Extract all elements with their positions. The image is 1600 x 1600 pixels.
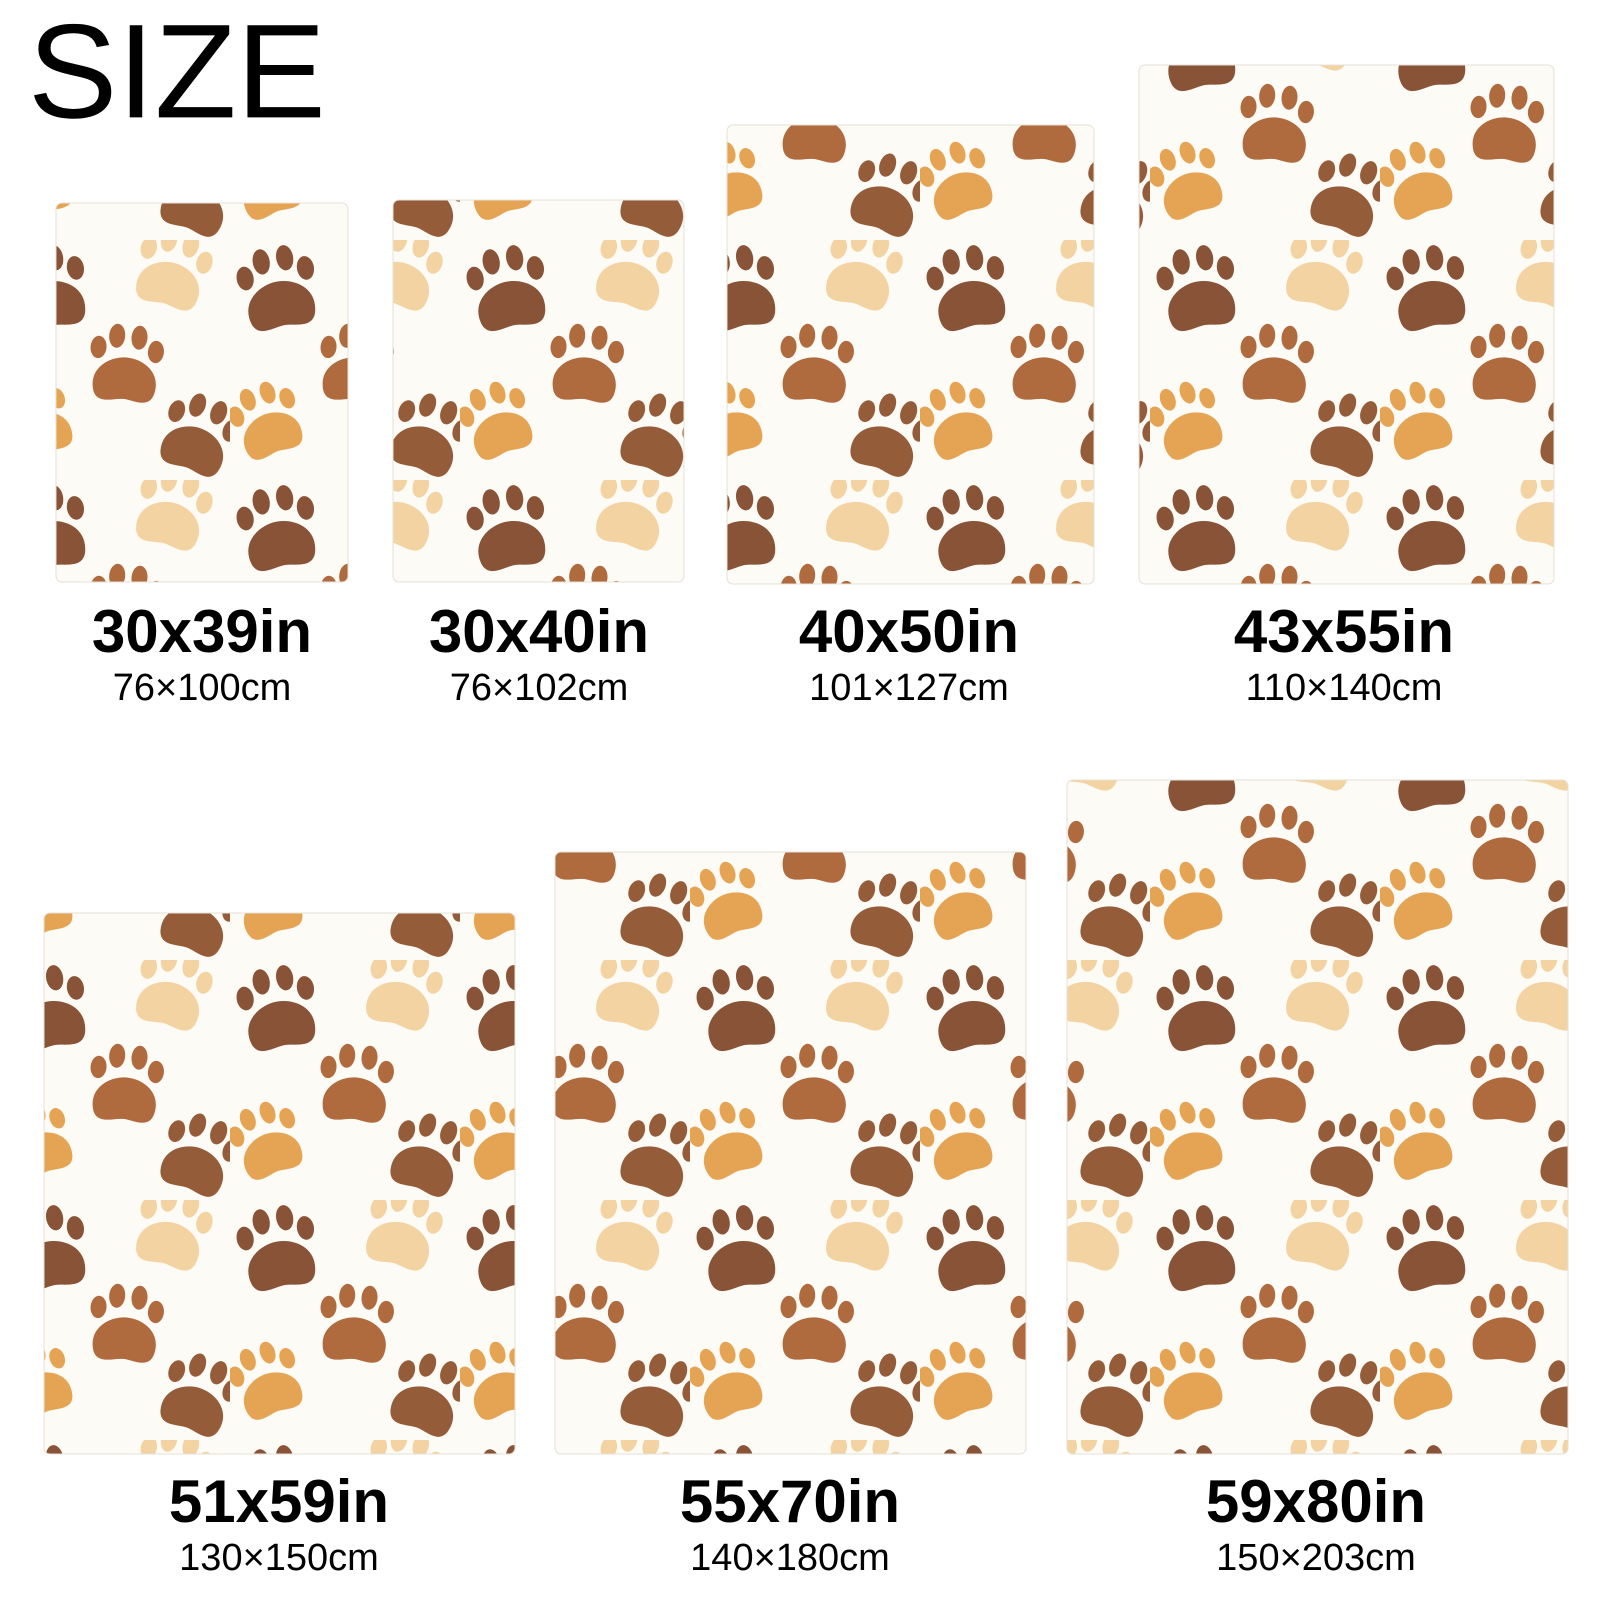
blanket-preview (1066, 779, 1569, 1455)
size-inches: 51x59in (169, 1468, 389, 1535)
size-cm: 76×102cm (450, 667, 629, 709)
blanket-preview (55, 202, 349, 583)
size-cm: 110×140cm (1246, 667, 1443, 709)
size-cm: 76×100cm (113, 667, 292, 709)
size-cm: 130×150cm (179, 1537, 379, 1579)
blanket-preview (1138, 64, 1555, 585)
size-inches: 59x80in (1206, 1468, 1426, 1535)
blanket-preview (392, 199, 685, 583)
size-inches: 43x55in (1234, 598, 1454, 665)
size-cm: 140×180cm (690, 1537, 890, 1579)
size-inches: 55x70in (680, 1468, 900, 1535)
size-inches: 30x40in (429, 598, 649, 665)
blanket-preview (554, 851, 1027, 1455)
blanket-preview (43, 912, 516, 1455)
size-cm: 150×203cm (1216, 1537, 1416, 1579)
blanket-preview (726, 124, 1095, 585)
size-inches: 30x39in (92, 598, 312, 665)
title: SIZE (28, 0, 326, 146)
size-inches: 40x50in (799, 598, 1019, 665)
size-cm: 101×127cm (809, 667, 1009, 709)
